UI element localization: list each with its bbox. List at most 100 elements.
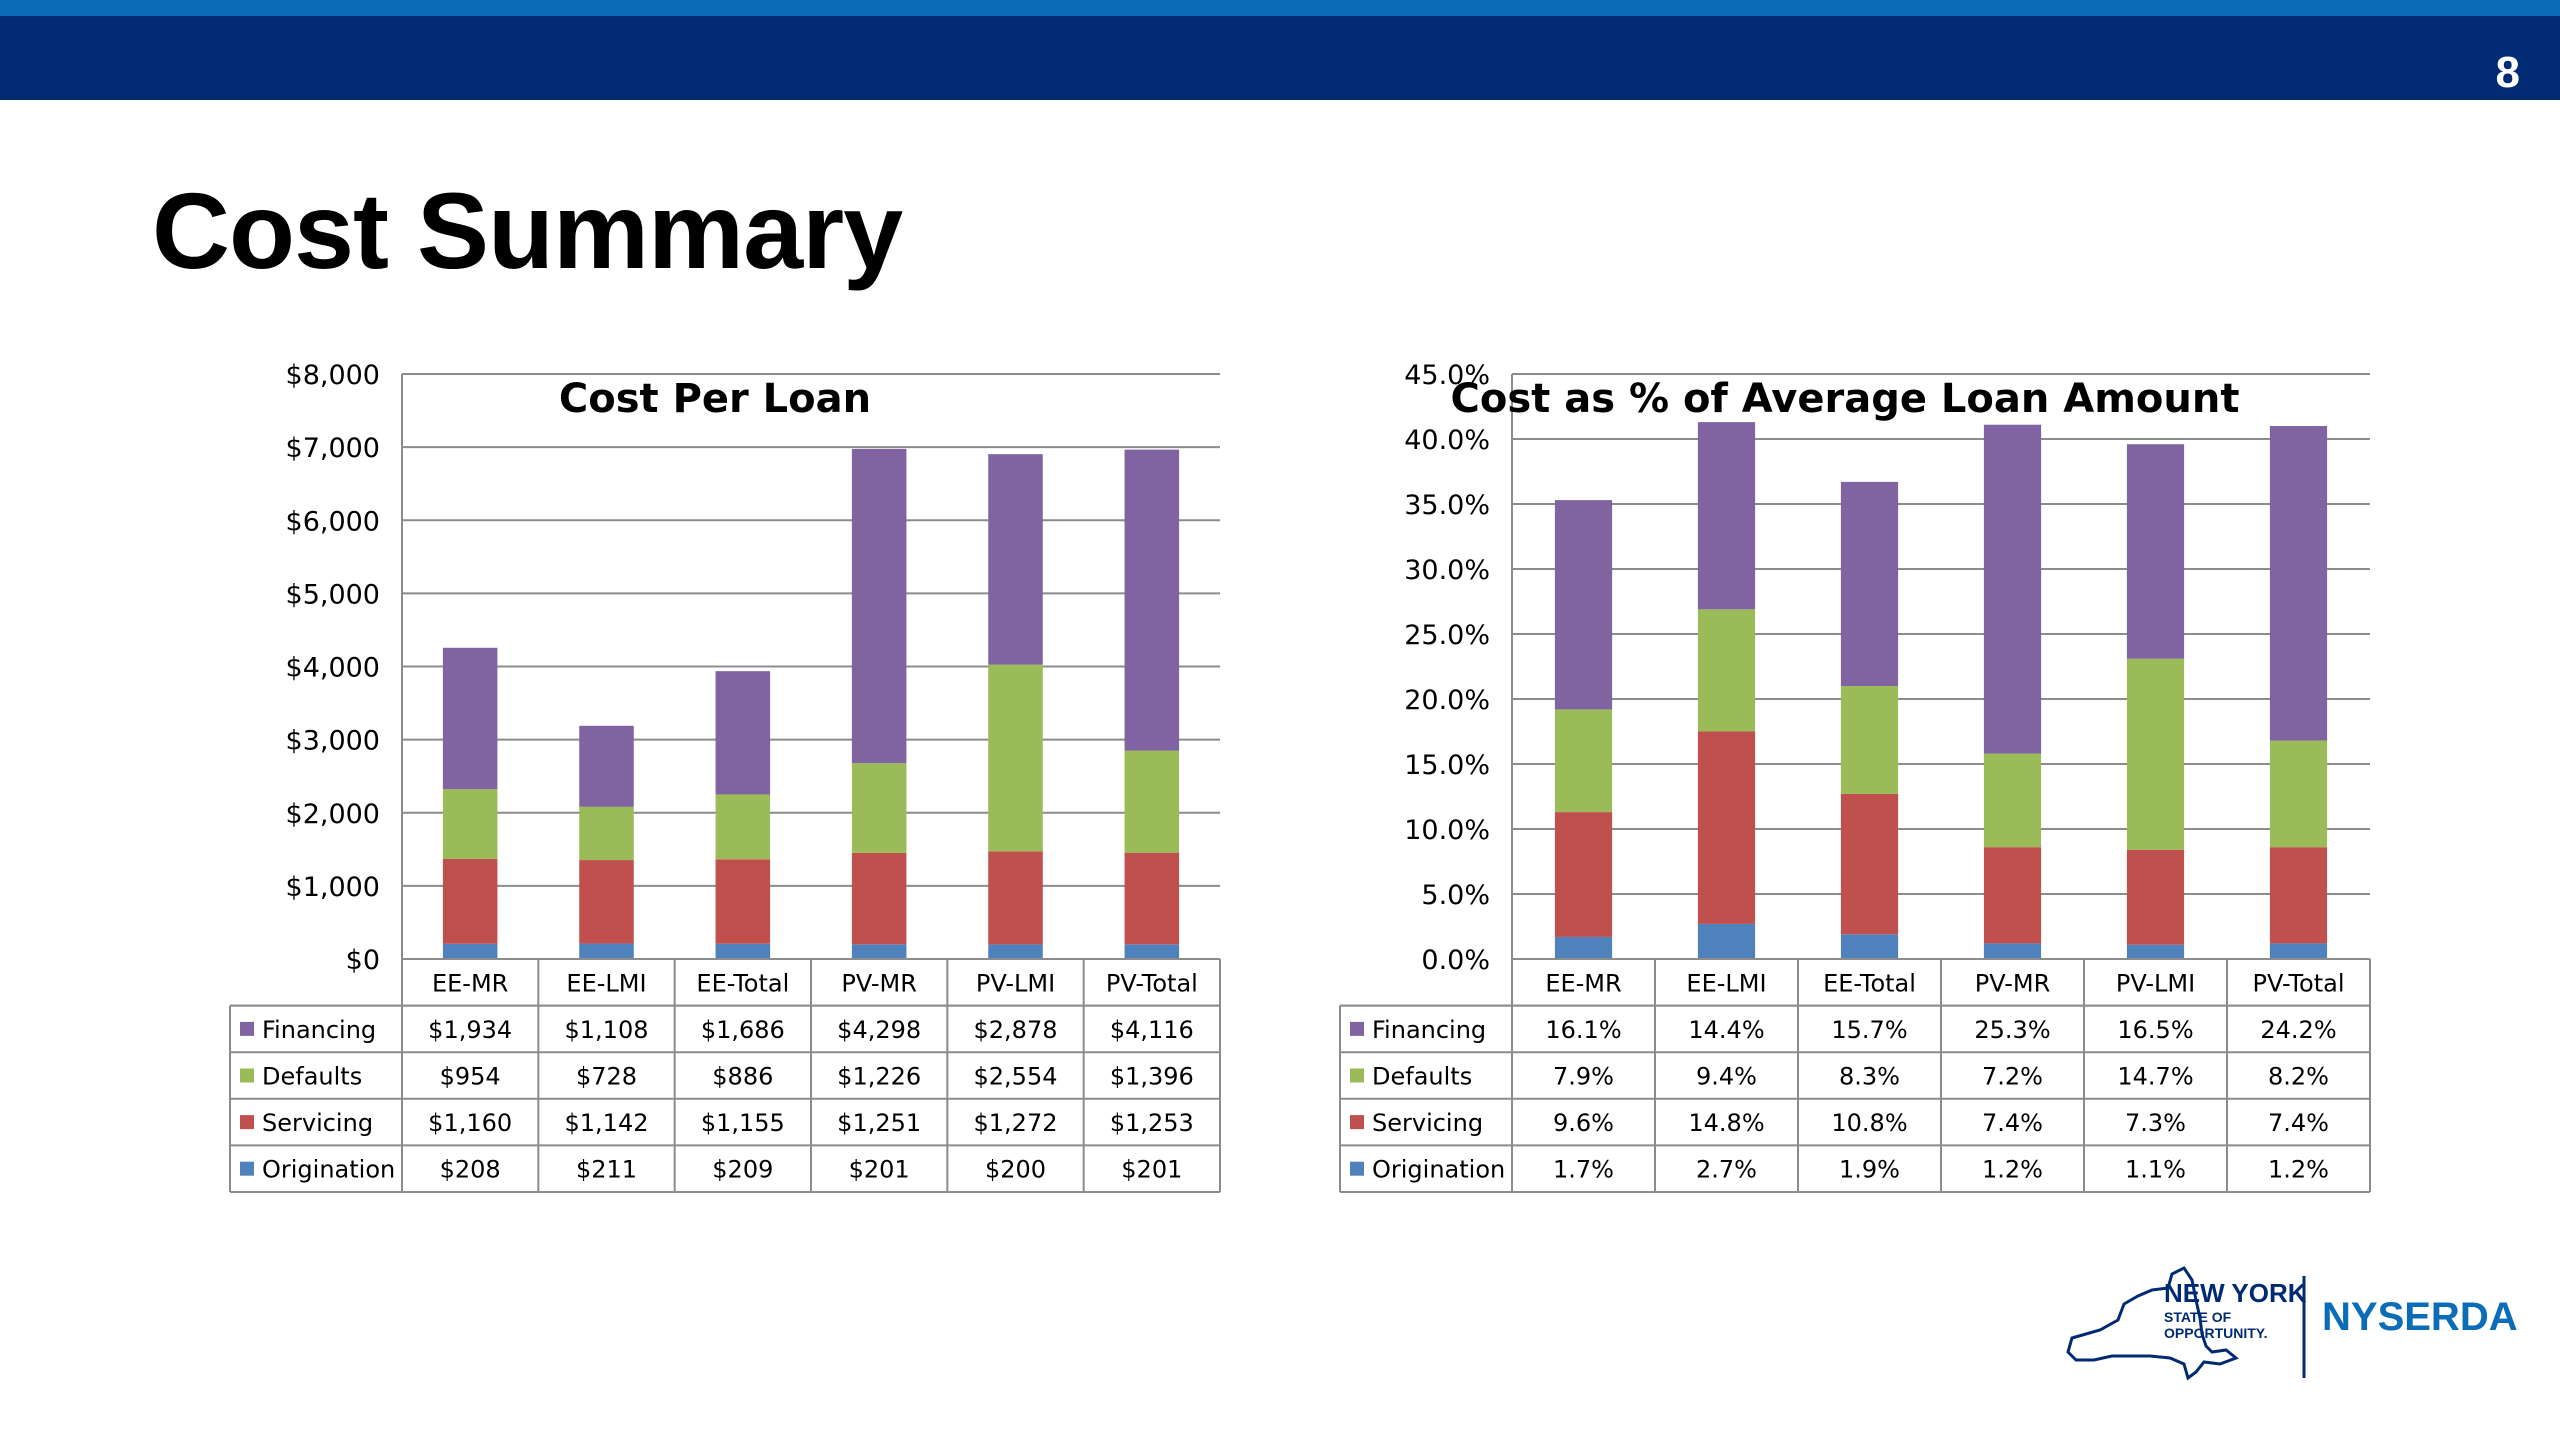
bar-financing-pv-mr (851, 448, 907, 764)
data-cell: 8.2% (2268, 1063, 2329, 1091)
data-cell: $728 (576, 1063, 637, 1091)
x-tick-label: EE-LMI (566, 969, 646, 997)
bar-defaults-pv-total (2269, 740, 2328, 848)
bar-defaults-pv-mr (851, 763, 907, 853)
data-cell: $1,108 (565, 1016, 649, 1044)
bar-financing-pv-lmi (988, 454, 1043, 665)
bar-origination-ee-total (1840, 934, 1899, 959)
data-cell: $200 (985, 1156, 1046, 1184)
legend-label: Servicing (262, 1109, 373, 1137)
data-cell: 16.5% (2117, 1016, 2193, 1044)
legend-label: Defaults (262, 1063, 362, 1091)
data-cell: $1,272 (974, 1109, 1058, 1137)
y-tick-label: 35.0% (1404, 490, 1490, 521)
logo-line3: OPPORTUNITY. (2164, 1325, 2267, 1341)
data-cell: $1,396 (1110, 1063, 1194, 1091)
data-cell: 15.7% (1831, 1016, 1907, 1044)
bar-defaults-pv-lmi (2126, 658, 2185, 850)
legend-swatch-servicing (240, 1115, 254, 1130)
data-cell: 7.4% (1982, 1109, 2043, 1137)
y-tick-label: $1,000 (286, 872, 380, 903)
logo-line2: STATE OF (2164, 1309, 2232, 1325)
bar-servicing-ee-lmi (1697, 731, 1756, 924)
nyserda-logo: NEW YORK STATE OF OPPORTUNITY. NYSERDA (2066, 1266, 2518, 1381)
bar-defaults-ee-mr (442, 789, 498, 859)
data-cell: $886 (712, 1063, 773, 1091)
y-tick-label: 20.0% (1404, 685, 1490, 716)
bar-financing-pv-lmi (2126, 444, 2185, 659)
bar-financing-ee-lmi (1697, 422, 1756, 610)
x-tick-label: PV-Total (1106, 969, 1198, 997)
bar-servicing-ee-mr (1554, 812, 1613, 937)
x-tick-label: PV-LMI (976, 969, 1055, 997)
legend-label: Defaults (1372, 1063, 1472, 1091)
y-tick-label: 45.0% (1404, 360, 1490, 391)
legend-label: Origination (1372, 1156, 1505, 1184)
data-cell: $209 (712, 1156, 773, 1184)
legend-swatch-origination (1350, 1161, 1364, 1176)
new-york-state-outline-icon (2066, 1266, 2239, 1381)
legend-swatch-financing (240, 1021, 254, 1036)
data-cell: 7.2% (1982, 1063, 2043, 1091)
x-tick-label: EE-LMI (1686, 969, 1766, 997)
data-cell: 7.4% (2268, 1109, 2329, 1137)
bar-origination-ee-mr (1554, 936, 1613, 959)
y-tick-label: $0 (346, 945, 380, 976)
x-tick-label: EE-Total (696, 969, 789, 997)
bar-defaults-ee-lmi (579, 806, 634, 861)
data-cell: $1,686 (701, 1016, 785, 1044)
bar-financing-pv-mr (1983, 424, 2042, 754)
bar-defaults-ee-lmi (1697, 609, 1756, 732)
data-cell: 1.2% (1982, 1156, 2043, 1184)
data-cell: $2,878 (974, 1016, 1058, 1044)
bar-origination-pv-mr (1983, 943, 2042, 959)
header-band: 8 (0, 0, 2560, 100)
y-tick-label: $3,000 (286, 726, 380, 757)
y-tick-label: 0.0% (1421, 945, 1490, 976)
y-tick-label: $4,000 (286, 653, 380, 684)
bar-origination-ee-mr (442, 943, 498, 959)
data-cell: 1.2% (2268, 1156, 2329, 1184)
bar-financing-ee-total (715, 671, 771, 795)
bar-defaults-ee-total (715, 794, 771, 860)
bar-defaults-pv-lmi (988, 664, 1043, 852)
x-tick-label: EE-MR (1545, 969, 1621, 997)
data-cell: 9.6% (1553, 1109, 1614, 1137)
bar-servicing-ee-total (715, 859, 771, 944)
bar-defaults-ee-total (1840, 686, 1899, 794)
page-title: Cost Summary (152, 170, 903, 291)
bar-financing-ee-mr (1554, 500, 1613, 710)
x-tick-label: PV-LMI (2116, 969, 2195, 997)
data-cell: $4,298 (837, 1016, 921, 1044)
legend-label: Origination (262, 1156, 395, 1184)
bar-financing-pv-total (1124, 449, 1180, 751)
y-tick-label: $2,000 (286, 799, 380, 830)
y-tick-label: 5.0% (1421, 880, 1490, 911)
legend-swatch-origination (240, 1161, 254, 1176)
bar-financing-ee-lmi (579, 725, 634, 807)
page-number: 8 (2495, 48, 2520, 97)
bar-servicing-pv-lmi (988, 851, 1043, 945)
bar-servicing-pv-total (1124, 852, 1180, 945)
bar-origination-pv-mr (851, 944, 907, 959)
bar-defaults-pv-total (1124, 750, 1180, 853)
data-cell: $1,226 (837, 1063, 921, 1091)
data-cell: 1.7% (1553, 1156, 1614, 1184)
bar-origination-ee-lmi (579, 943, 634, 959)
data-cell: $1,155 (701, 1109, 785, 1137)
bar-origination-pv-total (1124, 944, 1180, 959)
data-cell: 24.2% (2260, 1016, 2336, 1044)
bar-servicing-pv-total (2269, 847, 2328, 944)
x-tick-label: PV-MR (1975, 969, 2051, 997)
data-cell: 14.7% (2117, 1063, 2193, 1091)
legend-swatch-defaults (1350, 1068, 1364, 1083)
y-tick-label: 10.0% (1404, 815, 1490, 846)
data-cell: $1,251 (837, 1109, 921, 1137)
data-cell: 9.4% (1696, 1063, 1757, 1091)
data-cell: 14.4% (1688, 1016, 1764, 1044)
y-tick-label: 15.0% (1404, 750, 1490, 781)
logo-brand: NYSERDA (2322, 1295, 2518, 1339)
legend-label: Financing (262, 1016, 376, 1044)
data-cell: 1.9% (1839, 1156, 1900, 1184)
bar-origination-pv-lmi (2126, 944, 2185, 959)
